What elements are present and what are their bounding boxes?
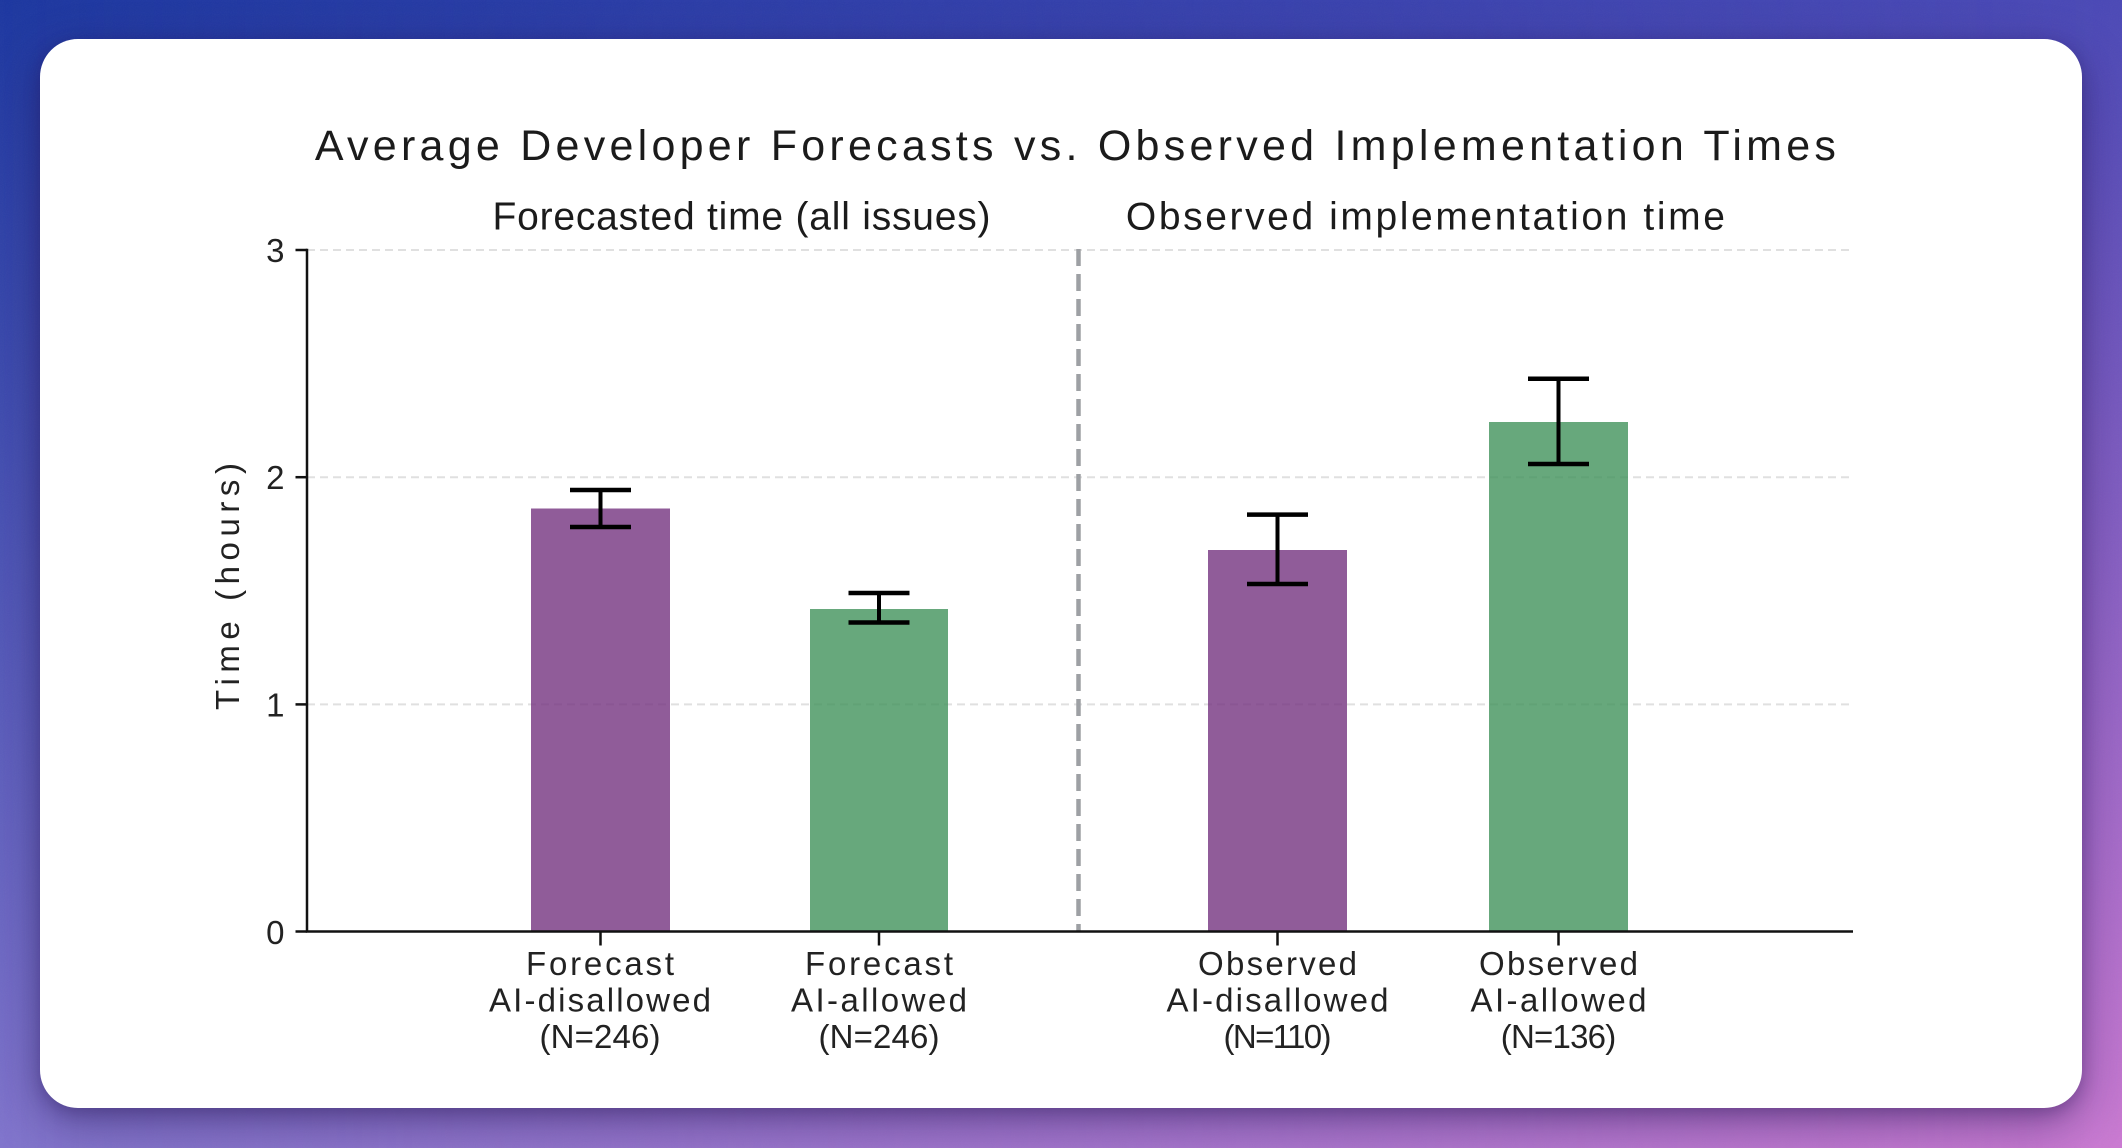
svg-text:(N=136): (N=136) [1501, 1018, 1617, 1055]
svg-text:Forecast: Forecast [526, 945, 674, 982]
svg-text:2: 2 [266, 459, 284, 496]
svg-text:Forecasted time (all issues): Forecasted time (all issues) [493, 196, 991, 239]
svg-text:(N=246): (N=246) [540, 1018, 661, 1055]
svg-text:(N=110): (N=110) [1224, 1018, 1332, 1055]
svg-text:AI-allowed: AI-allowed [1471, 982, 1647, 1019]
svg-text:0: 0 [266, 914, 284, 951]
svg-text:AI-disallowed: AI-disallowed [1167, 982, 1389, 1019]
svg-text:Average Developer Forecasts vs: Average Developer Forecasts vs. Observed… [315, 122, 1836, 170]
svg-text:3: 3 [266, 232, 284, 269]
svg-text:Observed: Observed [1479, 945, 1638, 982]
svg-text:AI-disallowed: AI-disallowed [489, 982, 711, 1019]
svg-text:Forecast: Forecast [805, 945, 953, 982]
svg-text:AI-allowed: AI-allowed [791, 982, 967, 1019]
svg-text:Observed implementation time: Observed implementation time [1126, 196, 1725, 239]
svg-text:1: 1 [266, 687, 284, 724]
svg-text:Observed: Observed [1198, 945, 1357, 982]
svg-text:(N=246): (N=246) [819, 1018, 940, 1055]
svg-text:Time (hours): Time (hours) [209, 463, 246, 710]
